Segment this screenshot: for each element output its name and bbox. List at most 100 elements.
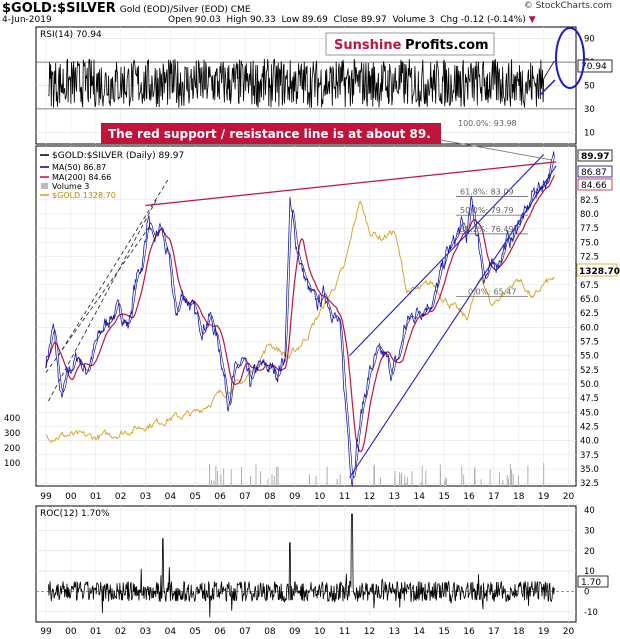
main-ytick-label: 35.0: [580, 465, 599, 475]
main-ytick-label: 60.0: [580, 323, 599, 333]
rsi-ytick-label: 50: [584, 82, 595, 92]
main-ytick-label: 42.5: [580, 423, 599, 433]
main-grid: [36, 146, 576, 486]
chart-date: 4-Jun-2019: [2, 15, 52, 25]
roc-ytick-label: 40: [584, 506, 595, 516]
x-axis-roc: 99 00 01 02 03 04 05 06 07 08 09 10 11 12 13 14 15 16 17 18…: [40, 627, 574, 637]
fibonacci-levels: 100.0%: 93.98 61.8%: 83.09 50.0%: 79.79 38.…: [456, 119, 528, 297]
fib-label: 0.0%: 65.47: [468, 287, 516, 296]
roc-panel: [35, 505, 577, 623]
fib-label: 100.0%: 93.98: [458, 119, 517, 128]
gold-ytick-label: 400: [4, 414, 20, 424]
early-channel-dashed: [48, 196, 159, 402]
chart-title: $GOLD:$SILVER Gold (EOD)/Silver (EOD) CME: [2, 1, 251, 16]
x-tick-label: 12: [364, 627, 375, 637]
fib-label: 50.0%: 79.79: [460, 206, 514, 215]
x-tick-label: 07: [239, 627, 250, 637]
ma200-last-label: 84.66: [581, 181, 607, 191]
x-tick-label: 01: [90, 627, 101, 637]
x-tick-label: 14: [413, 492, 425, 502]
ohlc-readout: Open 90.03 High 90.33 Low 89.69 Close 89…: [168, 15, 536, 25]
x-tick-label: 00: [65, 627, 77, 637]
rsi-ytick-label: 90: [584, 35, 595, 45]
channel-upper-line: [349, 154, 545, 357]
volume-value: Volume 3: [392, 15, 435, 25]
main-ytick-label: 45.0: [580, 408, 599, 418]
x-tick-label: 02: [115, 627, 126, 637]
low-value: Low 89.69: [281, 15, 328, 25]
volume-bars: [209, 463, 545, 486]
change-value: Chg -0.12 (-0.14%): [440, 15, 526, 25]
main-ytick-label: 55.0: [580, 352, 599, 362]
x-tick-label: 15: [438, 492, 449, 502]
legend-ratio: $GOLD:$SILVER (Daily) 89.97: [52, 151, 184, 161]
roc-last-label: 1.70: [581, 578, 601, 588]
x-tick-label: 00: [65, 492, 77, 502]
price-last-label: 89.97: [581, 152, 609, 162]
x-tick-label: 01: [90, 492, 101, 502]
main-ytick-label: 37.5: [580, 451, 599, 461]
down-arrow-icon: ▼: [528, 15, 536, 25]
x-tick-label: 09: [289, 492, 301, 502]
x-tick-label: 11: [339, 627, 350, 637]
main-ytick-label: 52.5: [580, 366, 599, 376]
gold-ytick-label: 200: [4, 444, 20, 454]
rsi-ytick-label: 10: [584, 128, 595, 138]
x-tick-label: 99: [40, 627, 52, 637]
ratio-line: [45, 151, 555, 488]
gold-last-label: 1328.70: [579, 267, 620, 277]
main-ytick-label: 82.5: [580, 196, 599, 206]
x-tick-label: 05: [190, 627, 201, 637]
x-tick-label: 16: [463, 492, 475, 502]
x-tick-label: 19: [538, 492, 550, 502]
x-tick-label: 20: [563, 627, 575, 637]
main-ytick-label: 80.0: [580, 210, 599, 220]
legend-ma50: MA(50) 86.87: [52, 163, 106, 172]
x-tick-label: 08: [264, 492, 276, 502]
callout-pointer: [440, 139, 553, 161]
ma200-line: [45, 175, 555, 453]
early-channel-dashed: [45, 225, 151, 373]
x-tick-label: 17: [488, 492, 499, 502]
close-value: Close 89.97: [333, 15, 387, 25]
legend-ma200: MA(200) 84.66: [52, 173, 111, 182]
x-tick-label: 17: [488, 627, 499, 637]
rsi-last-box: [577, 59, 613, 73]
roc-ytick-label: 30: [584, 526, 595, 536]
main-ytick-label: 32.5: [580, 479, 599, 489]
x-axis-main: 99 00 01 02 03 04 05 06 07 08 09 10 11 12 13 14 15 16 17 18…: [40, 492, 574, 502]
main-ytick-label: 57.5: [580, 338, 599, 348]
x-tick-label: 03: [140, 627, 151, 637]
highlight-ellipse: [555, 27, 585, 89]
fib-label: 61.8%: 83.09: [460, 187, 514, 196]
legend-gold: $GOLD 1328.70: [52, 191, 116, 200]
x-tick-label: 13: [389, 492, 400, 502]
x-tick-label: 06: [214, 627, 226, 637]
roc-title: ROC(12) 1.70%: [40, 509, 110, 519]
high-value: High 90.33: [226, 15, 276, 25]
x-tick-label: 03: [140, 492, 151, 502]
rsi-line: [48, 58, 555, 108]
rsi-axis: 1030507090: [584, 35, 595, 139]
roc-ytick-label: 20: [584, 547, 595, 557]
x-tick-label: 04: [165, 492, 177, 502]
x-tick-label: 19: [538, 627, 550, 637]
x-tick-label: 04: [165, 627, 177, 637]
x-tick-label: 15: [438, 627, 449, 637]
main-ytick-label: 67.5: [580, 281, 599, 291]
gold-ytick-label: 100: [4, 459, 20, 469]
x-tick-label: 09: [289, 627, 301, 637]
x-tick-label: 14: [413, 627, 425, 637]
main-ytick-label: 75.0: [580, 238, 599, 248]
open-value: Open 90.03: [168, 15, 221, 25]
channel-lower-line: [349, 165, 557, 478]
x-tick-label: 02: [115, 492, 126, 502]
main-ytick-label: 65.0: [580, 295, 599, 305]
support-resistance-line: [145, 161, 557, 207]
chart-subtitle: Gold (EOD)/Silver (EOD) CME: [119, 5, 251, 15]
main-ytick-label: 47.5: [580, 394, 599, 404]
x-tick-label: 08: [264, 627, 276, 637]
x-tick-label: 11: [339, 492, 350, 502]
main-ytick-label: 72.5: [580, 253, 599, 263]
